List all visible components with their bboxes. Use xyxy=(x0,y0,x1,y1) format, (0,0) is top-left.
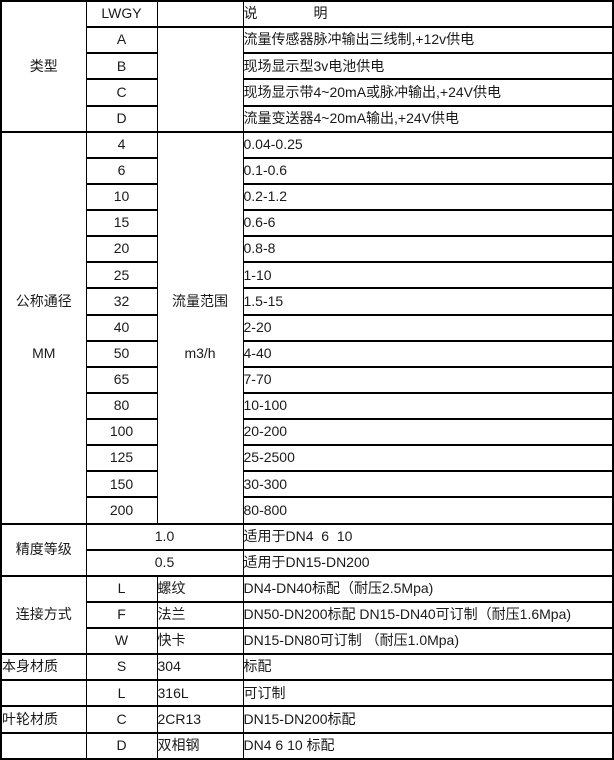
connection-name: 快卡 xyxy=(156,626,244,656)
flow-range-value: 1.5-15 xyxy=(242,287,614,316)
flow-range-value: 10-100 xyxy=(242,391,614,421)
flow-range-value: 25-2500 xyxy=(242,444,614,473)
connection-name: 法兰 xyxy=(156,600,244,630)
impeller-material-section-label: 叶轮材质 xyxy=(0,705,87,734)
empty-cell xyxy=(0,679,87,708)
flow-range-value: 0.1-0.6 xyxy=(242,156,614,185)
type-code: D xyxy=(85,104,158,133)
material-name: 316L xyxy=(156,679,244,708)
dn-value: 200 xyxy=(85,496,158,525)
flow-range-value: 0.2-1.2 xyxy=(242,182,614,212)
type-desc: 流量传感器脉冲输出三线制,+12v供电 xyxy=(242,26,614,55)
flow-range-label: 流量范围 m3/h xyxy=(156,130,244,525)
material-desc: DN15-DN200标配 xyxy=(242,705,614,734)
dn-value: 150 xyxy=(85,470,158,499)
flow-label-line1: 流量范围 xyxy=(172,292,228,309)
empty-cell xyxy=(0,731,87,760)
accuracy-desc: 适用于DN4 6 10 xyxy=(242,522,614,551)
flow-range-value: 20-200 xyxy=(242,417,614,447)
dn-value: 20 xyxy=(85,235,158,264)
flow-range-value: 7-70 xyxy=(242,365,614,394)
flow-range-value: 0.04-0.25 xyxy=(242,130,614,159)
material-code: L xyxy=(85,679,158,708)
connection-code: F xyxy=(85,600,158,630)
dn-value: 15 xyxy=(85,208,158,238)
material-desc: 标配 xyxy=(242,653,614,682)
type-desc: 流量变送器4~20mA输出,+24V供电 xyxy=(242,104,614,133)
flow-range-value: 0.6-6 xyxy=(242,208,614,238)
dn-value: 32 xyxy=(85,287,158,316)
model-header: LWGY xyxy=(85,0,158,29)
material-name: 2CR13 xyxy=(156,705,244,734)
material-name: 双相钢 xyxy=(156,731,244,760)
connection-name: 螺纹 xyxy=(156,574,244,603)
diameter-label-line1: 公称通径 xyxy=(15,292,72,309)
accuracy-grade: 1.0 xyxy=(85,522,244,551)
accuracy-grade: 0.5 xyxy=(85,548,244,577)
dn-value: 6 xyxy=(85,156,158,185)
material-name: 304 xyxy=(156,653,244,682)
material-desc: 可订制 xyxy=(242,679,614,708)
dn-value: 80 xyxy=(85,391,158,421)
dn-value: 65 xyxy=(85,365,158,394)
connection-section-label: 连接方式 xyxy=(0,574,87,656)
connection-desc: DN15-DN80可订制 （耐压1.0Mpa) xyxy=(242,626,614,656)
accuracy-section-label: 精度等级 xyxy=(0,522,87,577)
diameter-section-label: 公称通径 MM xyxy=(0,130,87,525)
dn-value: 40 xyxy=(85,313,158,342)
type-section-label: 类型 xyxy=(0,0,87,133)
flow-label-line2: m3/h xyxy=(184,345,216,362)
type-desc: 现场显示带4~20mA或脉冲输出,+24V供电 xyxy=(242,78,614,107)
material-code: C xyxy=(85,705,158,734)
dn-value: 50 xyxy=(85,339,158,368)
type-code: B xyxy=(85,52,158,81)
dn-value: 100 xyxy=(85,417,158,447)
type-code: C xyxy=(85,78,158,107)
dn-value: 125 xyxy=(85,444,158,473)
dn-value: 25 xyxy=(85,261,158,290)
empty-cell xyxy=(156,0,244,29)
connection-desc: DN4-DN40标配（耐压2.5Mpa) xyxy=(242,574,614,603)
material-desc: DN4 6 10 标配 xyxy=(242,731,614,760)
connection-desc: DN50-DN200标配 DN15-DN40可订制（耐压1.6Mpa) xyxy=(242,600,614,630)
type-code: A xyxy=(85,26,158,55)
material-code: D xyxy=(85,731,158,760)
type-desc: 现场显示型3v电池供电 xyxy=(242,52,614,81)
accuracy-desc: 适用于DN15-DN200 xyxy=(242,548,614,577)
flow-range-value: 2-20 xyxy=(242,313,614,342)
dn-value: 4 xyxy=(85,130,158,159)
empty-cell xyxy=(156,26,244,133)
flow-range-value: 0.8-8 xyxy=(242,235,614,264)
flow-range-value: 80-800 xyxy=(242,496,614,525)
connection-code: L xyxy=(85,574,158,603)
material-code: S xyxy=(85,653,158,682)
flow-range-value: 1-10 xyxy=(242,261,614,290)
flow-range-value: 30-300 xyxy=(242,470,614,499)
description-header: 说 明 xyxy=(242,0,614,29)
dn-value: 10 xyxy=(85,182,158,212)
diameter-label-line2: MM xyxy=(32,345,56,362)
body-material-section-label: 本身材质 xyxy=(0,653,87,682)
connection-code: W xyxy=(85,626,158,656)
flow-range-value: 4-40 xyxy=(242,339,614,368)
